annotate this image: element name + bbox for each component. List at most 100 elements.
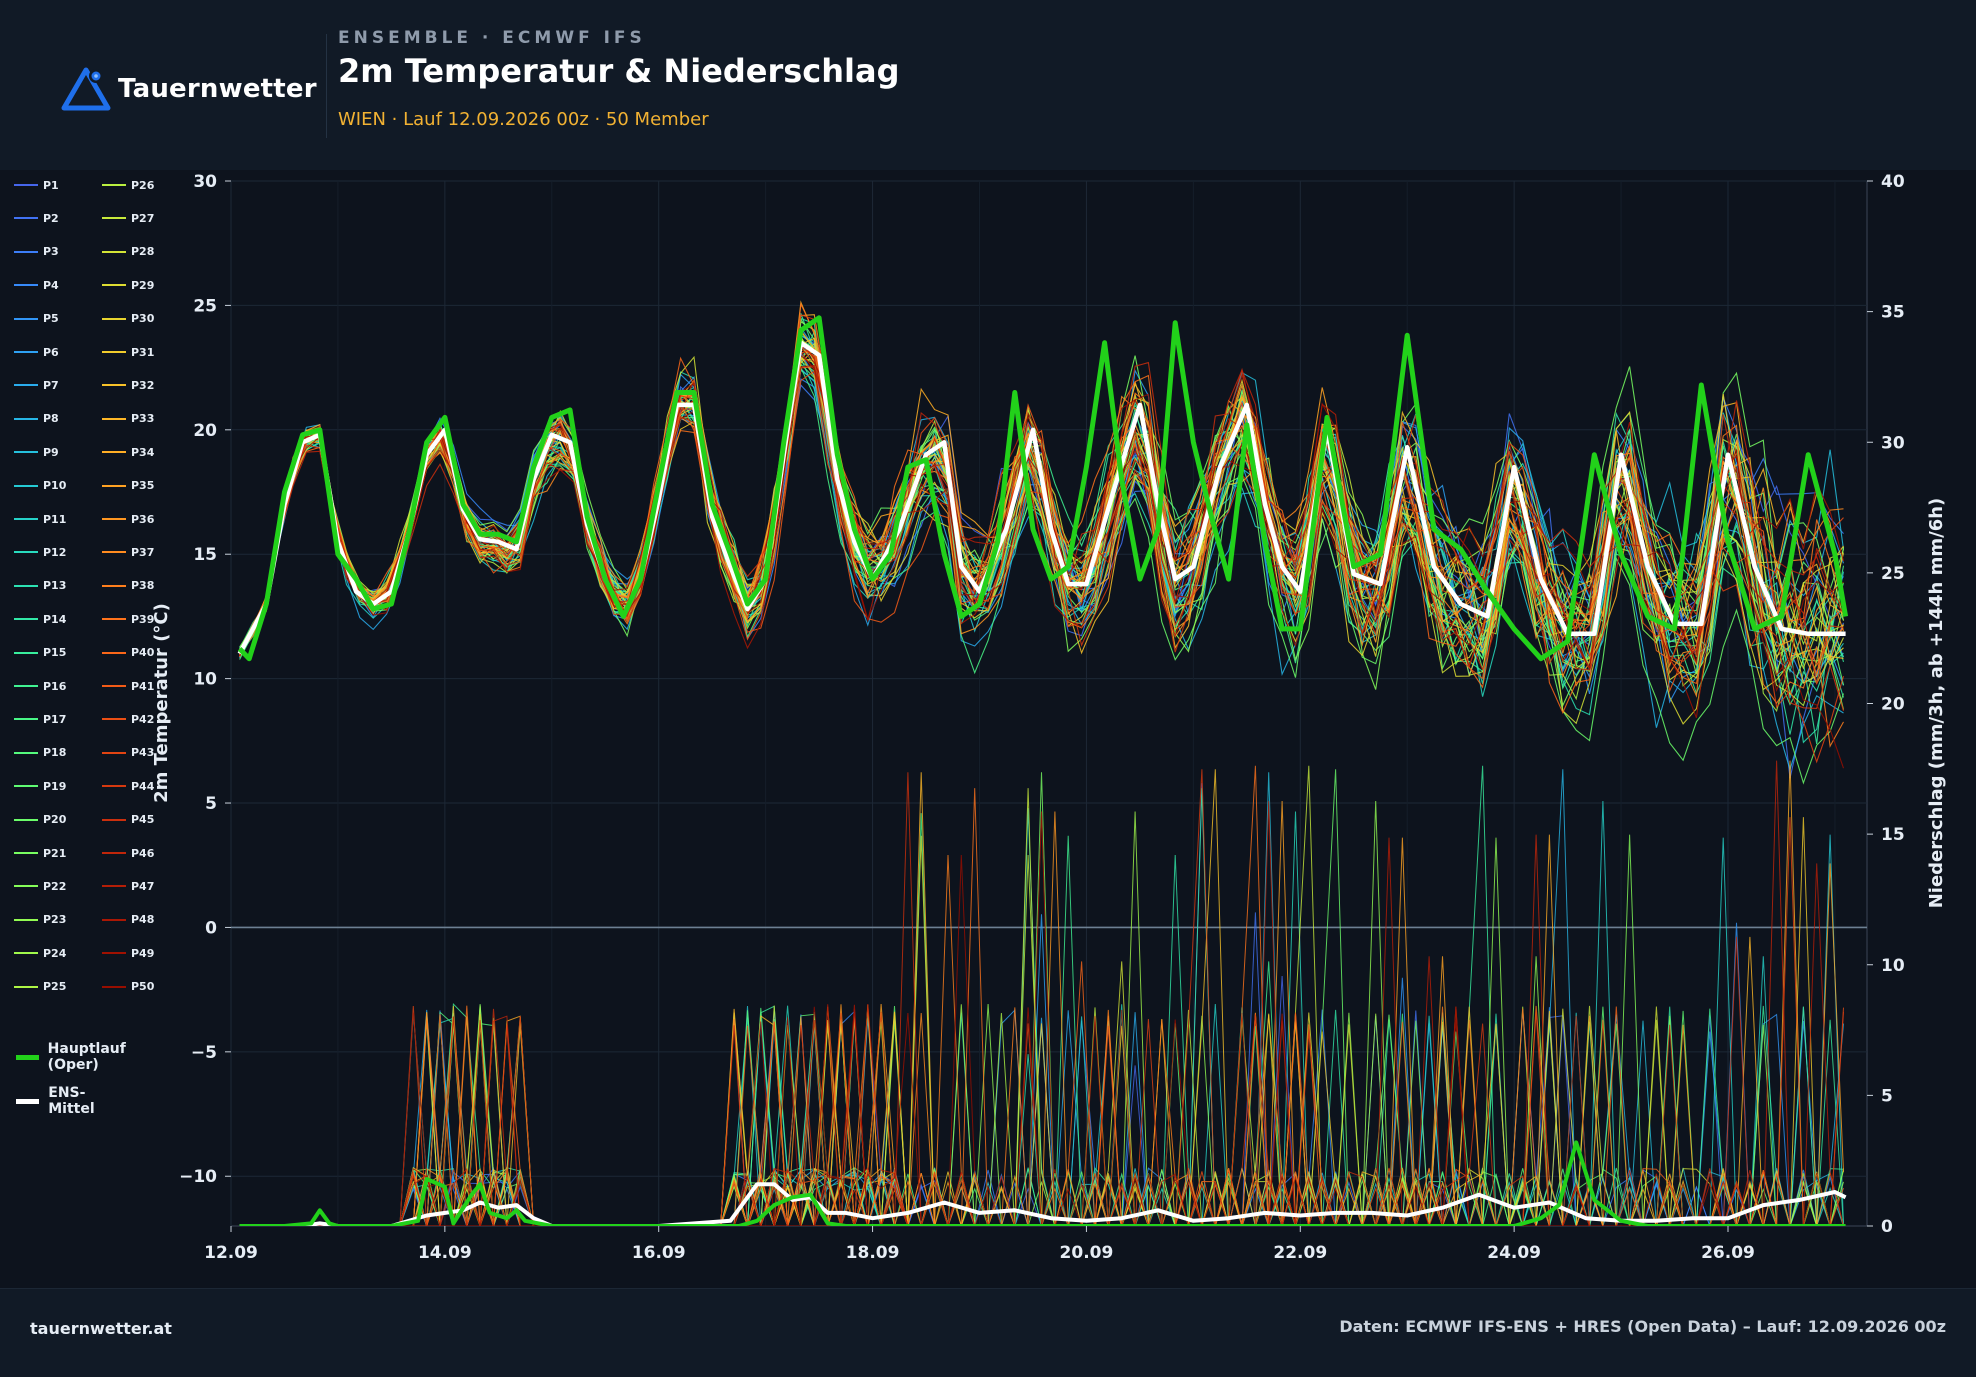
legend-item-p4[interactable]: P4 bbox=[14, 278, 59, 292]
legend-item-p23[interactable]: P23 bbox=[14, 913, 66, 927]
legend-item-p17[interactable]: P17 bbox=[14, 712, 66, 726]
main-lines bbox=[237, 315, 1849, 1226]
legend-item-p6[interactable]: P6 bbox=[14, 345, 59, 359]
legend-item-p49[interactable]: P49 bbox=[102, 946, 154, 960]
y2-tick-label: 15 bbox=[1881, 825, 1905, 845]
legend-item-p1[interactable]: P1 bbox=[14, 178, 59, 192]
legend-item-p41[interactable]: P41 bbox=[102, 679, 154, 693]
y2-tick-label: 20 bbox=[1881, 695, 1905, 715]
brand-logo[interactable]: Tauernwetter bbox=[60, 66, 317, 112]
legend-swatch bbox=[102, 685, 126, 687]
legend-item-p40[interactable]: P40 bbox=[102, 646, 154, 660]
legend-item-p48[interactable]: P48 bbox=[102, 913, 154, 927]
mean-precip-line bbox=[239, 1182, 1847, 1226]
legend-item-mean[interactable]: ENS-Mittel bbox=[16, 1085, 105, 1117]
legend-item-p31[interactable]: P31 bbox=[102, 345, 154, 359]
legend-swatch bbox=[14, 785, 38, 788]
legend-item-p7[interactable]: P7 bbox=[14, 378, 59, 392]
legend-swatch bbox=[14, 685, 38, 687]
legend-swatch bbox=[14, 718, 38, 721]
legend-item-oper[interactable]: Hauptlauf (Oper) bbox=[16, 1041, 137, 1073]
legend-label: P6 bbox=[43, 345, 59, 359]
legend-item-p45[interactable]: P45 bbox=[102, 813, 154, 827]
legend-swatch bbox=[102, 751, 126, 754]
y2-tick-label: 40 bbox=[1881, 172, 1905, 192]
legend-item-p27[interactable]: P27 bbox=[102, 211, 154, 225]
legend-item-p22[interactable]: P22 bbox=[14, 879, 66, 893]
y2-axis-label: Niederschlag (mm/3h, ab +144h mm/6h) bbox=[1926, 498, 1947, 909]
legend-label: P39 bbox=[131, 612, 155, 626]
legend-swatch bbox=[102, 284, 126, 287]
legend-item-p46[interactable]: P46 bbox=[102, 846, 154, 860]
legend-item-p28[interactable]: P28 bbox=[102, 245, 154, 259]
legend-swatch bbox=[102, 818, 126, 821]
x-tick-label: 18.09 bbox=[846, 1243, 900, 1263]
legend-swatch bbox=[14, 618, 38, 621]
legend-swatch bbox=[102, 184, 126, 186]
legend-item-p43[interactable]: P43 bbox=[102, 746, 154, 760]
legend-item-p42[interactable]: P42 bbox=[102, 712, 154, 726]
legend-swatch bbox=[102, 250, 126, 253]
legend-swatch bbox=[14, 317, 38, 320]
legend-label: P9 bbox=[43, 445, 59, 459]
legend-swatch bbox=[102, 451, 126, 454]
header: Tauernwetter ENSEMBLE · ECMWF IFS 2m Tem… bbox=[0, 0, 1976, 170]
footer-site-link[interactable]: tauernwetter.at bbox=[30, 1319, 172, 1338]
legend-item-p10[interactable]: P10 bbox=[14, 479, 66, 493]
legend-item-p18[interactable]: P18 bbox=[14, 746, 66, 760]
legend-item-p8[interactable]: P8 bbox=[14, 412, 59, 426]
legend-item-p39[interactable]: P39 bbox=[102, 612, 154, 626]
legend-label: ENS-Mittel bbox=[48, 1085, 95, 1117]
legend-item-p2[interactable]: P2 bbox=[14, 211, 59, 225]
legend-swatch bbox=[14, 284, 38, 287]
legend-label: P24 bbox=[43, 946, 67, 960]
legend-item-p33[interactable]: P33 bbox=[102, 412, 154, 426]
legend-label: P3 bbox=[43, 245, 59, 259]
legend-item-p50[interactable]: P50 bbox=[102, 980, 154, 994]
legend-item-p13[interactable]: P13 bbox=[14, 579, 66, 593]
legend-item-p26[interactable]: P26 bbox=[102, 178, 154, 192]
legend-item-p24[interactable]: P24 bbox=[14, 946, 66, 960]
legend-swatch bbox=[102, 417, 126, 420]
legend-item-p20[interactable]: P20 bbox=[14, 813, 66, 827]
legend-item-p19[interactable]: P19 bbox=[14, 779, 66, 793]
header-divider bbox=[326, 34, 327, 138]
legend-label: P2 bbox=[43, 211, 59, 225]
legend-item-p35[interactable]: P35 bbox=[102, 479, 154, 493]
legend-label: P17 bbox=[43, 712, 67, 726]
legend-item-p44[interactable]: P44 bbox=[102, 779, 154, 793]
legend-label: P33 bbox=[131, 412, 155, 426]
legend-swatch bbox=[14, 484, 38, 487]
legend-item-p12[interactable]: P12 bbox=[14, 545, 66, 559]
x-tick-label: 20.09 bbox=[1060, 1243, 1114, 1263]
legend-item-p32[interactable]: P32 bbox=[102, 378, 154, 392]
y2-tick-label: 35 bbox=[1881, 303, 1905, 323]
legend-item-p47[interactable]: P47 bbox=[102, 879, 154, 893]
legend-item-p11[interactable]: P11 bbox=[14, 512, 66, 526]
ensemble-chart: −10 −5 0 5 10 15 20 25 30 0 5 10 15 20 25 30 35 40 12.09 14… bbox=[151, 172, 1947, 1263]
legend-item-p16[interactable]: P16 bbox=[14, 679, 66, 693]
legend-item-p30[interactable]: P30 bbox=[102, 312, 154, 326]
legend-item-p34[interactable]: P34 bbox=[102, 445, 154, 459]
triangle-logo-icon bbox=[61, 67, 111, 111]
legend-swatch bbox=[102, 351, 126, 353]
legend-swatch bbox=[102, 618, 126, 621]
legend-item-p36[interactable]: P36 bbox=[102, 512, 154, 526]
legend-item-p37[interactable]: P37 bbox=[102, 545, 154, 559]
legend-label: P26 bbox=[131, 178, 155, 192]
legend-item-p5[interactable]: P5 bbox=[14, 312, 59, 326]
legend-item-p3[interactable]: P3 bbox=[14, 245, 59, 259]
legend-item-p14[interactable]: P14 bbox=[14, 612, 66, 626]
legend-item-p21[interactable]: P21 bbox=[14, 846, 66, 860]
legend-label: P7 bbox=[43, 378, 59, 392]
legend-item-p29[interactable]: P29 bbox=[102, 278, 154, 292]
legend-item-p25[interactable]: P25 bbox=[14, 980, 66, 994]
legend-swatch bbox=[14, 584, 38, 587]
legend-label: P43 bbox=[131, 746, 155, 760]
legend-item-p38[interactable]: P38 bbox=[102, 579, 154, 593]
y-tick-label: 25 bbox=[193, 296, 217, 316]
legend-item-p9[interactable]: P9 bbox=[14, 445, 59, 459]
legend-label: P42 bbox=[131, 712, 155, 726]
legend-label: P45 bbox=[131, 813, 155, 827]
legend-item-p15[interactable]: P15 bbox=[14, 646, 66, 660]
